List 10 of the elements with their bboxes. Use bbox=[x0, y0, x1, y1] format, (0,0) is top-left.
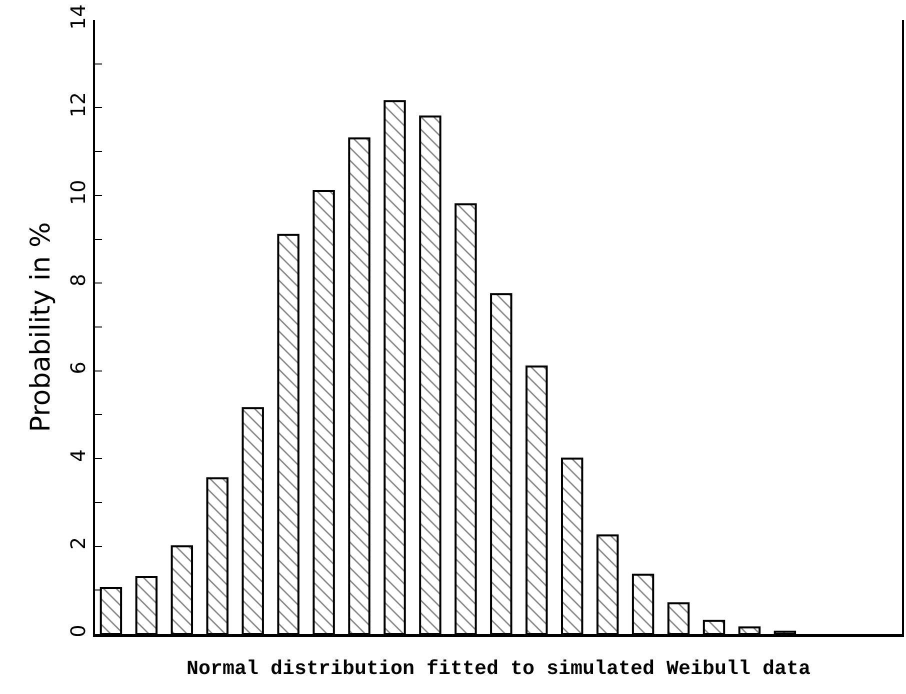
y-tick-label: 12 bbox=[66, 92, 90, 118]
y-tick-label: 0 bbox=[66, 624, 90, 638]
y-axis-title: Probability in % bbox=[26, 222, 57, 432]
y-tick-label: 6 bbox=[66, 361, 90, 374]
y-tick-label: 2 bbox=[66, 536, 90, 550]
y-tick-label: 10 bbox=[66, 180, 90, 206]
y-tick-label: 8 bbox=[66, 274, 90, 287]
x-axis-title: Normal distribution fitted to simulated Weibull data bbox=[186, 658, 811, 681]
y-tick-label: 14 bbox=[66, 4, 90, 30]
y-tick-label: 4 bbox=[66, 449, 90, 462]
